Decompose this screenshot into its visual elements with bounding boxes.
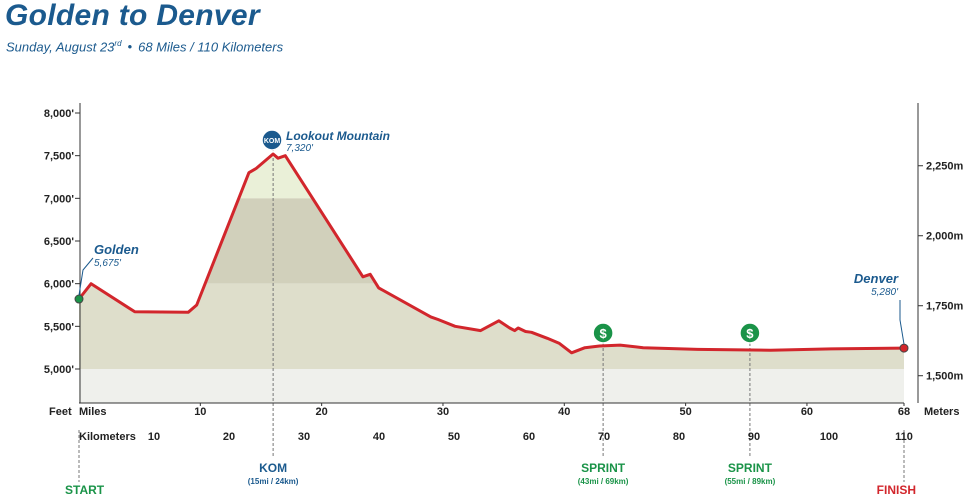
kom-badge-text: KOM	[264, 138, 281, 145]
denver-label: Denver	[854, 271, 899, 286]
marker-label: KOM	[259, 461, 287, 475]
marker-label: START	[65, 483, 105, 497]
km-tick-label: 110	[895, 431, 913, 443]
feet-tick-label: 7,500'	[44, 151, 75, 163]
marker-label: SPRINT	[728, 461, 773, 475]
kom-badge	[261, 129, 283, 151]
km-tick-label: 30	[298, 431, 310, 443]
feet-tick-label: 6,000'	[44, 279, 75, 291]
elevation-profile-line	[77, 152, 905, 355]
marker-detail: (43mi / 69km)	[578, 477, 629, 486]
km-tick-label: 90	[748, 431, 760, 443]
meters-tick-label: 2,000m	[926, 231, 964, 243]
mile-tick-label: 20	[316, 406, 328, 418]
feet-tick-label: 5,000'	[44, 364, 75, 376]
marker-detail: (15mi / 24km)	[248, 477, 299, 486]
meters-tick-label: 2,250m	[926, 161, 964, 173]
marker-detail: (55mi / 89km)	[725, 477, 776, 486]
race-distance: 68 Miles / 110 Kilometers	[138, 39, 284, 55]
meters-tick-label: 1,500m	[926, 371, 964, 383]
miles-unit-label: Miles	[79, 406, 107, 418]
mile-tick-label: 50	[679, 406, 691, 418]
km-tick-label: 70	[598, 431, 610, 443]
km-tick-label: 20	[223, 431, 235, 443]
sprint-badge	[592, 322, 614, 344]
fill-band-base	[79, 369, 904, 403]
mile-tick-label: 10	[194, 406, 206, 418]
km-tick-label: 80	[673, 431, 685, 443]
feet-unit-label: Feet	[49, 406, 72, 418]
race-date-suffix: rd	[114, 39, 122, 48]
separator-dot: •	[127, 39, 133, 55]
denver-elevation: 5,280'	[871, 287, 899, 298]
denver-leader-line	[899, 300, 905, 345]
feet-tick-label: 6,500'	[44, 236, 75, 248]
meters-tick-label: 1,750m	[926, 301, 964, 313]
sprint-badge	[739, 322, 761, 344]
marker-label: FINISH	[877, 483, 916, 497]
fill-band-mid	[79, 198, 904, 284]
mile-tick-label: 68	[898, 406, 910, 418]
km-tick-label: 10	[148, 431, 160, 443]
feet-tick-label: 5,500'	[44, 321, 75, 333]
mile-tick-label: 60	[801, 406, 813, 418]
sprint-badge-icon: $	[600, 326, 608, 341]
lookout-mountain-elevation: 7,320'	[286, 143, 314, 154]
km-tick-label: 50	[448, 431, 460, 443]
meters-unit-label: Meters	[924, 406, 959, 418]
golden-leader-line	[78, 257, 94, 296]
kilometers-unit-label: Kilometers	[79, 431, 136, 443]
golden-elevation: 5,675'	[94, 258, 122, 269]
page-title: Golden to Denver	[5, 0, 260, 32]
lookout-mountain-label: Lookout Mountain	[286, 129, 390, 143]
golden-label: Golden	[94, 242, 139, 257]
mile-tick-label: 30	[437, 406, 449, 418]
finish-point	[899, 343, 909, 353]
page-subtitle: Sunday, August 23rd • 68 Miles / 110 Kilom…	[6, 36, 283, 55]
km-tick-label: 40	[373, 431, 385, 443]
marker-label: SPRINT	[581, 461, 626, 475]
feet-tick-label: 7,000'	[44, 193, 75, 205]
start-point	[74, 294, 84, 304]
sprint-badge-icon: $	[746, 326, 754, 341]
elevation-fill	[79, 154, 904, 403]
km-tick-label: 60	[523, 431, 535, 443]
mile-tick-label: 40	[558, 406, 570, 418]
fill-band-top	[79, 154, 904, 199]
race-date: Sunday, August 23	[6, 39, 115, 55]
feet-tick-label: 8,000'	[44, 108, 75, 120]
km-tick-label: 100	[820, 431, 838, 443]
